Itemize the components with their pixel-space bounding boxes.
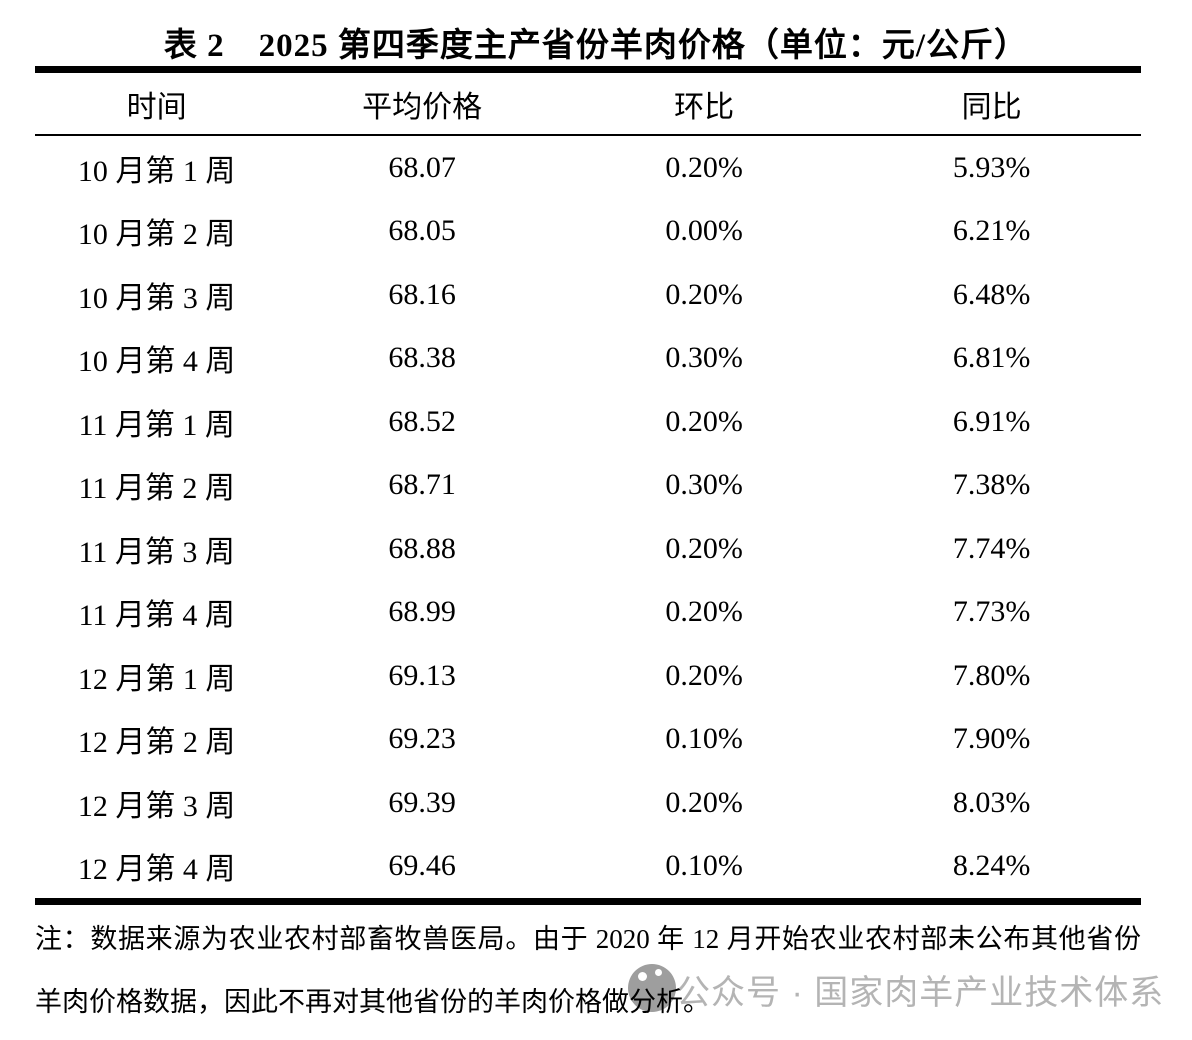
cell-time: 11 月第 4 周: [78, 599, 235, 633]
cell-yoy: 8.24%: [952, 849, 1031, 883]
table-row: 10 月第 3 周 68.16 0.20% 6.48%: [35, 263, 1141, 327]
footnote-line-1: 注：数据来源为农业农村部畜牧兽医局。由于 2020 年 12 月开始农业农村部未…: [35, 924, 1141, 954]
table-row: 11 月第 3 周 68.88 0.20% 7.74%: [35, 517, 1141, 581]
cell-mom: 0.20%: [665, 277, 743, 311]
cell-mom: 0.20%: [665, 595, 743, 629]
table-row: 12 月第 1 周 69.13 0.20% 7.80%: [35, 644, 1141, 708]
icon-eye-left: [638, 972, 647, 981]
cell-price: 68.16: [388, 277, 456, 311]
cell-mom: 0.10%: [665, 849, 743, 883]
cell-time: 11 月第 3 周: [78, 535, 235, 569]
table-top-rule: [35, 66, 1141, 73]
cell-mom: 0.20%: [665, 531, 743, 565]
table-row: 11 月第 4 周 68.99 0.20% 7.73%: [35, 581, 1141, 645]
cell-time: 10 月第 2 周: [77, 218, 236, 252]
table-row: 12 月第 3 周 69.39 0.20% 8.03%: [35, 771, 1141, 835]
cell-yoy: 5.93%: [952, 150, 1031, 184]
table-row: 12 月第 2 周 69.23 0.10% 7.90%: [35, 708, 1141, 772]
cell-yoy: 7.74%: [952, 531, 1031, 565]
cell-mom: 0.20%: [665, 785, 743, 819]
cell-time: 12 月第 4 周: [77, 853, 236, 887]
cell-yoy: 6.48%: [952, 277, 1031, 311]
watermark-text: 公众号 · 国家肉羊产业技术体系: [676, 974, 1165, 1012]
table-row: 10 月第 2 周 68.05 0.00% 6.21%: [35, 200, 1141, 264]
cell-price: 69.46: [388, 849, 456, 883]
cell-mom: 0.20%: [665, 658, 743, 692]
cell-mom: 0.20%: [665, 150, 743, 184]
table-row: 10 月第 1 周 68.07 0.20% 5.93%: [35, 136, 1141, 200]
table-header-row: 时间 平均价格 环比 同比: [35, 73, 1141, 134]
cell-time: 12 月第 3 周: [77, 789, 236, 823]
cell-yoy: 6.81%: [952, 341, 1031, 375]
table-row: 10 月第 4 周 68.38 0.30% 6.81%: [35, 327, 1141, 391]
cell-time: 10 月第 1 周: [77, 154, 236, 188]
cell-price: 68.71: [388, 468, 456, 502]
cell-mom: 0.00%: [665, 214, 743, 248]
table-header-rule: [35, 134, 1141, 136]
cell-yoy: 6.91%: [952, 404, 1031, 438]
cell-price: 69.13: [388, 658, 456, 692]
header-mom: 环比: [674, 90, 735, 124]
header-time: 时间: [126, 90, 187, 124]
table-row: 11 月第 2 周 68.71 0.30% 7.38%: [35, 454, 1141, 518]
table-row: 12 月第 4 周 69.46 0.10% 8.24%: [35, 835, 1141, 899]
cell-yoy: 7.80%: [952, 658, 1031, 692]
cell-time: 12 月第 1 周: [77, 662, 236, 696]
cell-price: 68.38: [388, 341, 456, 375]
cell-time: 12 月第 2 周: [77, 726, 236, 760]
cell-yoy: 6.21%: [952, 214, 1031, 248]
cell-mom: 0.30%: [665, 341, 743, 375]
cell-yoy: 8.03%: [952, 785, 1031, 819]
wechat-official-account-icon: [628, 964, 676, 1012]
cell-time: 10 月第 4 周: [77, 345, 236, 379]
cell-time: 11 月第 1 周: [78, 408, 235, 442]
table-footnote: 注：数据来源为农业农村部畜牧兽医局。由于 2020 年 12 月开始农业农村部未…: [35, 908, 1141, 1034]
cell-time: 10 月第 3 周: [77, 281, 236, 315]
footnote-line-2: 羊肉价格数据，因此不再对其他省份的羊肉价格做分析。: [35, 987, 710, 1017]
cell-price: 68.88: [388, 531, 456, 565]
price-table: 时间 平均价格 环比 同比 10 月第 1 周 68.07 0.20% 5.93…: [35, 66, 1141, 905]
cell-price: 69.23: [388, 722, 456, 756]
table-bottom-rule: [35, 898, 1141, 905]
icon-eye-right: [655, 969, 662, 976]
cell-price: 68.07: [388, 150, 456, 184]
cell-mom: 0.10%: [665, 722, 743, 756]
cell-price: 68.52: [388, 404, 456, 438]
page-title: 表 2 2025 第四季度主产省份羊肉价格（单位：元/公斤）: [163, 28, 1029, 64]
cell-mom: 0.20%: [665, 404, 743, 438]
header-price: 平均价格: [362, 90, 483, 124]
cell-yoy: 7.90%: [952, 722, 1031, 756]
cell-yoy: 7.73%: [952, 595, 1031, 629]
cell-yoy: 7.38%: [952, 468, 1031, 502]
table-row: 11 月第 1 周 68.52 0.20% 6.91%: [35, 390, 1141, 454]
cell-time: 11 月第 2 周: [78, 472, 235, 506]
cell-mom: 0.30%: [665, 468, 743, 502]
cell-price: 69.39: [388, 785, 456, 819]
cell-price: 68.99: [388, 595, 456, 629]
table-body: 10 月第 1 周 68.07 0.20% 5.93% 10 月第 2 周 68…: [35, 136, 1141, 898]
cell-price: 68.05: [388, 214, 456, 248]
header-yoy: 同比: [961, 90, 1022, 124]
